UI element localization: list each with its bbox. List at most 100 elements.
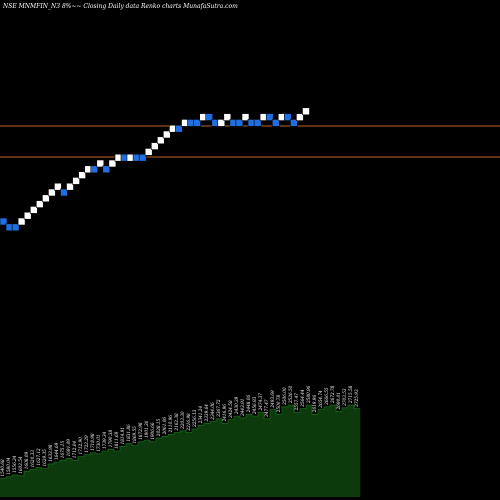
- volume-bar: [336, 411, 343, 497]
- volume-bar: [312, 414, 319, 497]
- volume-label: 1556.24: [12, 455, 17, 473]
- volume-label: 2564.44: [300, 389, 305, 408]
- volume-label: 1644.69: [54, 442, 59, 460]
- volume-bar: [354, 408, 361, 497]
- volume-bar: [240, 417, 247, 497]
- volume-bar: [54, 462, 61, 497]
- volume-bar: [306, 405, 313, 497]
- renko-brick-up: [48, 188, 56, 197]
- volume-bar: [300, 408, 307, 497]
- volume-bar: [144, 439, 151, 497]
- volume-label: 2666.55: [324, 387, 329, 406]
- renko-brick-up: [241, 113, 250, 121]
- volume-label: 1730.01: [96, 434, 101, 451]
- renko-brick-down: [193, 119, 201, 127]
- volume-label: 1675.15: [60, 441, 65, 459]
- volume-bar: [90, 452, 97, 497]
- volume-label: 2443.91: [240, 399, 245, 417]
- volume-bar: [156, 438, 163, 497]
- volume-label: 2690.01: [336, 392, 341, 410]
- renko-brick-down: [60, 188, 68, 197]
- volume-label: 2344.06: [210, 402, 215, 421]
- volume-labels: 1540.68 1580.04 1556.24 1602.54 1608.09 1620.…: [0, 385, 359, 476]
- volume-label: 2430.39: [234, 396, 239, 415]
- volume-bar: [6, 476, 13, 497]
- volume-label: 2493.69: [270, 390, 275, 409]
- volume-bar: [132, 445, 139, 497]
- volume-label: 2477.47: [264, 399, 269, 418]
- renko-brick-up: [17, 217, 26, 226]
- renko-brick-down: [175, 124, 183, 133]
- volume-bar: [294, 412, 301, 497]
- volume-bar: [108, 449, 115, 497]
- renko-brick-up: [302, 107, 310, 116]
- volume-bar: [102, 451, 109, 497]
- renko-brick-up: [157, 136, 165, 145]
- volume-bar: [150, 441, 157, 497]
- volume-bar: [234, 416, 241, 497]
- volume-label: 1831.86: [126, 424, 131, 442]
- renko-brick-down: [265, 113, 274, 121]
- volume-bar: [48, 463, 55, 497]
- volume-bar: [174, 432, 181, 497]
- volume-bar: [192, 428, 199, 497]
- volume-bar: [60, 460, 67, 497]
- volume-bar: [330, 405, 337, 497]
- volume-label: 1629.35: [42, 449, 47, 467]
- volume-label: 1580.04: [6, 457, 11, 475]
- volume-label: 2203.30: [180, 411, 185, 430]
- volume-label: 1790.38: [108, 430, 113, 448]
- renko-bricks: [0, 107, 310, 232]
- volume-label: 2162.38: [174, 413, 179, 432]
- volume-label: 2557.47: [294, 393, 299, 412]
- volume-bar: [288, 405, 295, 497]
- volume-label: 1869.55: [132, 426, 137, 444]
- volume-bar: [168, 434, 175, 497]
- renko-brick-down: [290, 119, 298, 127]
- volume-bar: [270, 409, 277, 497]
- volume-bar: [246, 414, 253, 497]
- volume-label: 2580.96: [306, 385, 311, 404]
- volume-label: 2416.96: [222, 404, 227, 423]
- volume-label: 1712.04: [72, 441, 77, 459]
- volume-bar: [216, 418, 223, 497]
- volume-bar: [222, 423, 229, 497]
- volume-label: 1602.54: [18, 456, 23, 474]
- volume-label: 2110.96: [168, 415, 173, 434]
- volume-label: 2725.93: [354, 389, 359, 408]
- renko-brick-up: [54, 182, 62, 191]
- volume-label: 1811.69: [114, 431, 119, 449]
- volume-label: 1722.29: [84, 435, 89, 453]
- volume-bar: [114, 451, 121, 497]
- volume-label: 2061.06: [162, 417, 167, 436]
- renko-brick-up: [78, 171, 86, 179]
- volume-bar: [348, 405, 355, 497]
- volume-bar: [204, 423, 211, 497]
- volume-label: 1540.68: [0, 459, 5, 477]
- volume-label: 1620.33: [30, 450, 35, 468]
- reference-lines: [0, 125, 500, 158]
- volume-label: 2216.98: [186, 413, 191, 432]
- renko-brick-up: [108, 159, 117, 168]
- volume-label: 2654.74: [318, 390, 323, 409]
- renko-brick-down: [102, 165, 111, 174]
- volume-label: 2028.15: [156, 418, 161, 437]
- renko-brick-up: [144, 148, 153, 156]
- renko-brick-up: [217, 119, 226, 127]
- renko-brick-up: [66, 182, 74, 191]
- volume-label: 2424.58: [228, 400, 233, 419]
- volume-label: 1608.09: [24, 452, 29, 470]
- volume-bar: [72, 460, 79, 497]
- renko-brick-up: [72, 177, 80, 185]
- volume-bar: [66, 458, 73, 497]
- renko-brick-up: [96, 159, 105, 168]
- volume-bar: [36, 467, 43, 497]
- volume-label: 2474.37: [258, 393, 263, 412]
- volume-bar: [318, 409, 325, 497]
- renko-brick-down: [283, 113, 292, 121]
- volume-bar: [282, 406, 289, 497]
- volume-bar: [258, 412, 265, 497]
- renko-brick-down: [90, 165, 99, 174]
- volume-bar: [18, 475, 25, 497]
